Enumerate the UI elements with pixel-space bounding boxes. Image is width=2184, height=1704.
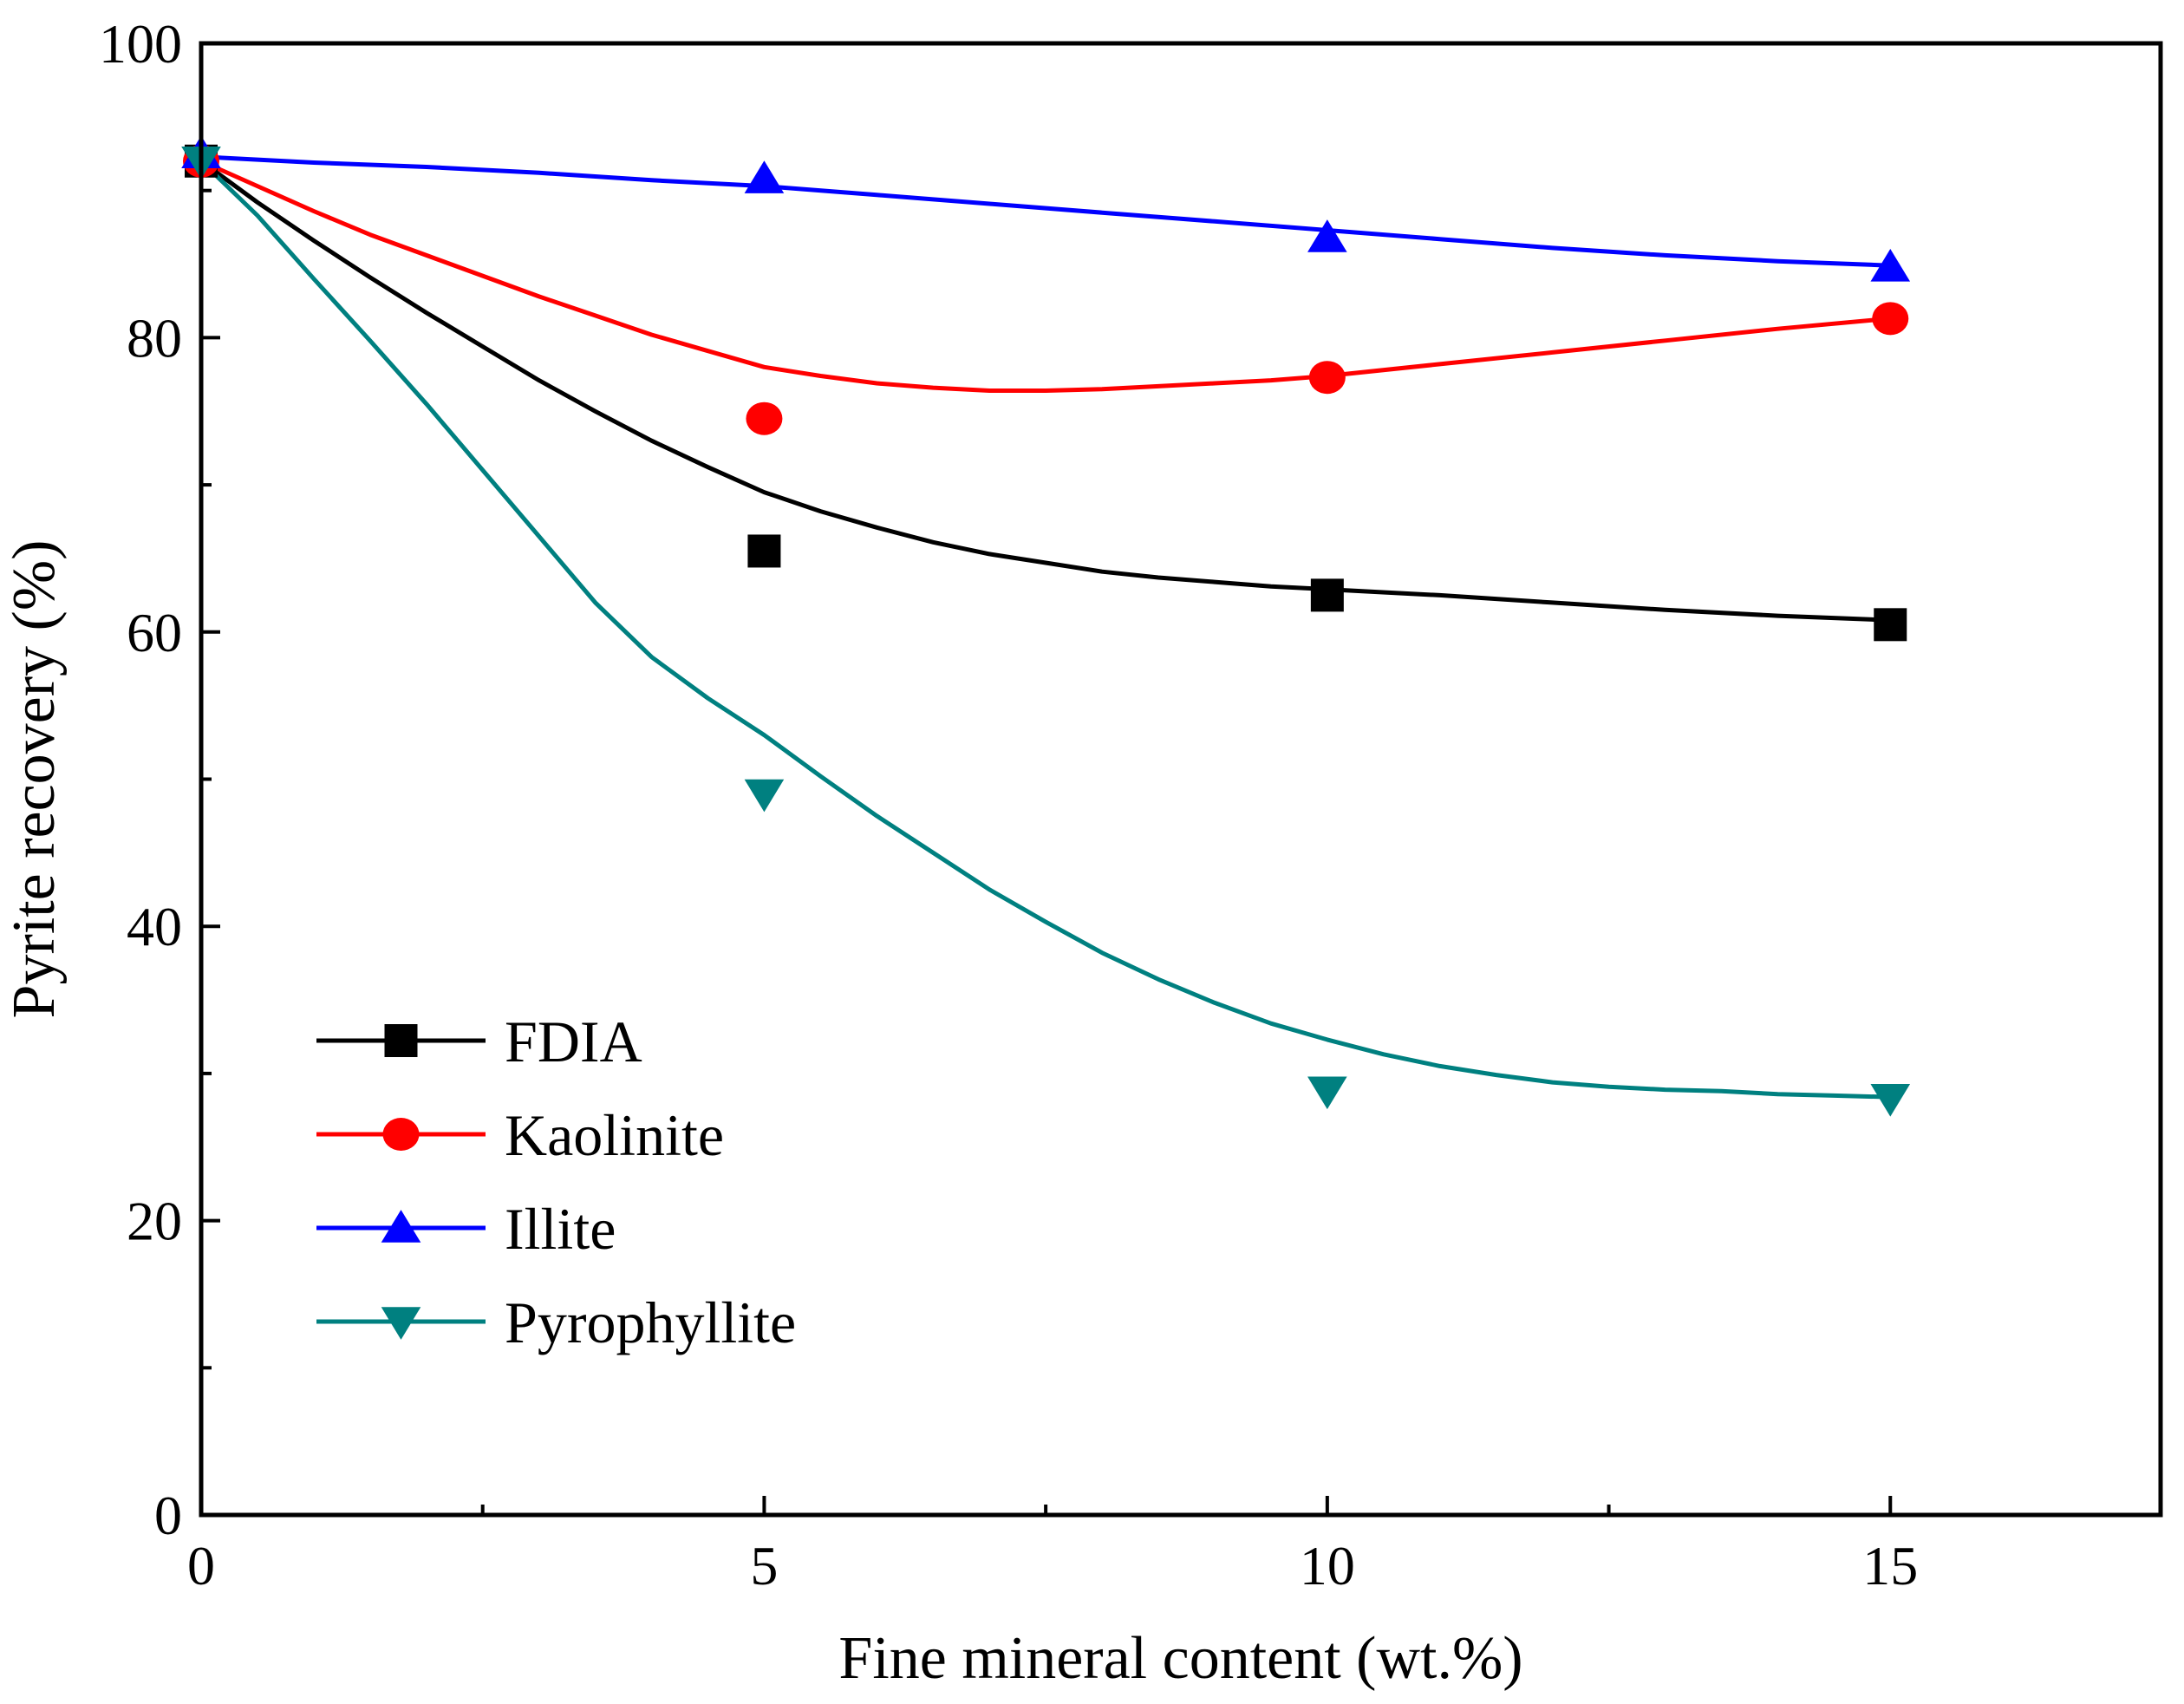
fdia-point — [1874, 608, 1907, 642]
fdia-fit-line — [199, 159, 1891, 623]
legend-marker-fdia — [384, 1024, 418, 1057]
pyrophyllite-point — [1870, 1084, 1911, 1117]
illite-fit-line — [200, 154, 1891, 268]
x-tick-label: 5 — [750, 1535, 778, 1596]
legend-label-illite: Illite — [505, 1196, 616, 1262]
fdia-point — [1310, 578, 1344, 612]
legend: FDIA Kaolinite Illite Pyrophyllite — [316, 1009, 796, 1355]
kaolinite-point — [1872, 302, 1909, 336]
y-tick-label: 20 — [127, 1191, 182, 1252]
y-tick-label: 80 — [127, 307, 182, 369]
y-tick-label: 100 — [99, 13, 182, 75]
illite-point — [1870, 249, 1911, 282]
legend-label-fdia: FDIA — [505, 1009, 642, 1074]
x-tick-label: 10 — [1300, 1535, 1355, 1596]
fit-lines — [199, 154, 1891, 1100]
data-markers — [181, 135, 1911, 1117]
y-tick-label: 40 — [127, 896, 182, 957]
kaolinite-fit-line — [199, 159, 1891, 393]
illite-point — [744, 160, 785, 193]
illite-point — [1307, 219, 1347, 252]
fdia-point — [747, 534, 781, 568]
tick-labels: 0 5 10 15 0 20 40 60 80 100 — [99, 13, 1918, 1596]
axis-ticks — [199, 42, 1893, 1517]
legend-label-pyrophyllite: Pyrophyllite — [505, 1289, 796, 1355]
x-axis-title: Fine mineral content (wt.%) — [838, 1625, 1522, 1692]
legend-marker-pyrophyllite — [381, 1307, 421, 1340]
y-tick-label: 60 — [127, 602, 182, 663]
y-axis-title: Pyrite recovery (%) — [1, 540, 68, 1019]
y-tick-label: 0 — [154, 1485, 182, 1546]
kaolinite-point — [746, 402, 783, 435]
pyrophyllite-fit-line — [199, 160, 1891, 1100]
legend-label-kaolinite: Kaolinite — [505, 1102, 724, 1168]
kaolinite-point — [1308, 361, 1346, 395]
x-tick-label: 0 — [187, 1535, 215, 1596]
legend-marker-illite — [381, 1210, 421, 1243]
pyrophyllite-point — [744, 779, 785, 813]
legend-marker-kaolinite — [382, 1118, 420, 1151]
pyrophyllite-point — [1307, 1076, 1347, 1110]
x-tick-label: 15 — [1862, 1535, 1918, 1596]
